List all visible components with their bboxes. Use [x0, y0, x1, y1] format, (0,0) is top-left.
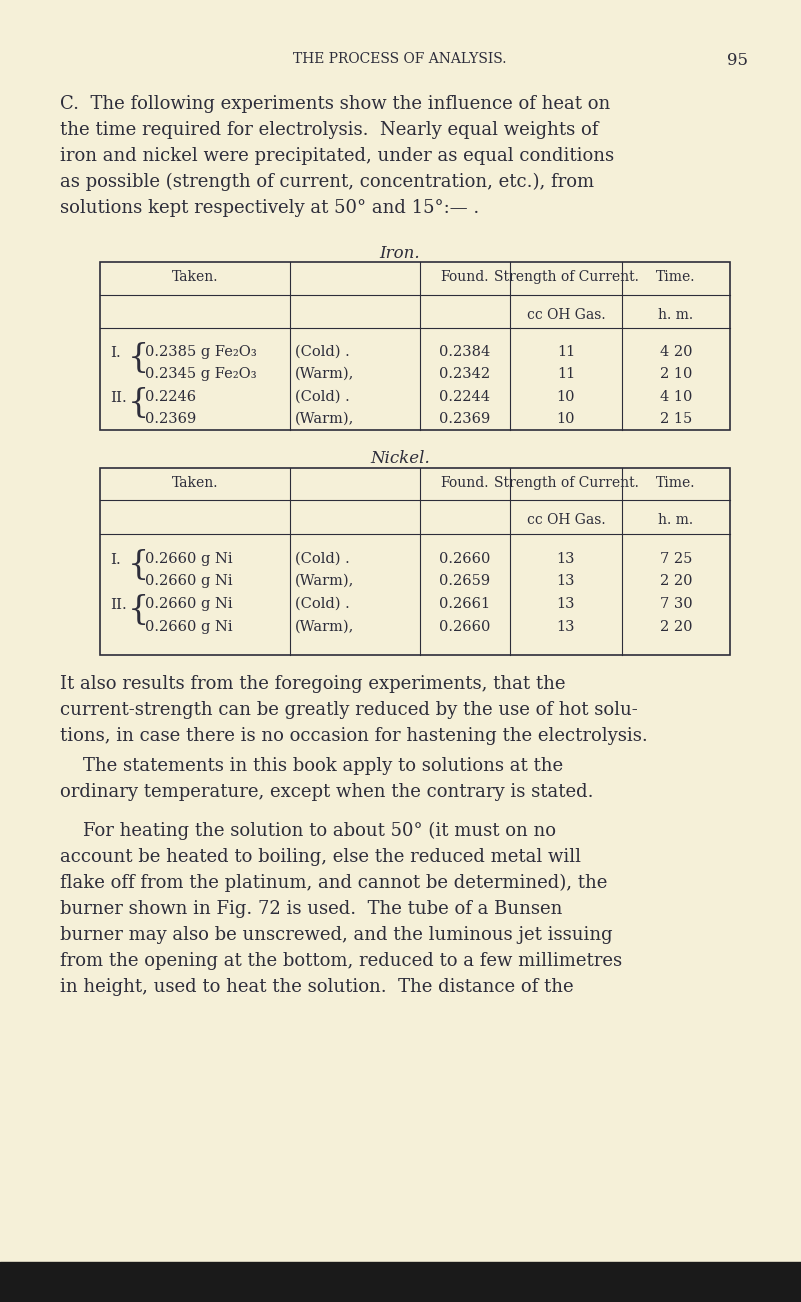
Text: 0.2659: 0.2659	[440, 574, 490, 589]
Text: 2 20: 2 20	[660, 620, 692, 634]
Text: from the opening at the bottom, reduced to a few millimetres: from the opening at the bottom, reduced …	[60, 952, 622, 970]
Text: h. m.: h. m.	[658, 513, 694, 527]
Text: 7 25: 7 25	[660, 552, 692, 566]
Text: C.  The following experiments show the influence of heat on: C. The following experiments show the in…	[60, 95, 610, 113]
Text: 2 15: 2 15	[660, 411, 692, 426]
Text: cc OH Gas.: cc OH Gas.	[527, 309, 606, 322]
Text: burner shown in Fig. 72 is used.  The tube of a Bunsen: burner shown in Fig. 72 is used. The tub…	[60, 900, 562, 918]
Text: (Warm),: (Warm),	[295, 574, 354, 589]
Text: flake off from the platinum, and cannot be determined), the: flake off from the platinum, and cannot …	[60, 874, 607, 892]
Text: in height, used to heat the solution.  The distance of the: in height, used to heat the solution. Th…	[60, 978, 574, 996]
Text: current-strength can be greatly reduced by the use of hot solu-: current-strength can be greatly reduced …	[60, 700, 638, 719]
Text: Found.: Found.	[441, 270, 489, 284]
Text: 0.2660 g Ni: 0.2660 g Ni	[145, 620, 232, 634]
Text: Strength of Current.: Strength of Current.	[493, 477, 638, 490]
Text: 13: 13	[557, 620, 575, 634]
Text: (Warm),: (Warm),	[295, 367, 354, 381]
Text: Found.: Found.	[441, 477, 489, 490]
Text: account be heated to boiling, else the reduced metal will: account be heated to boiling, else the r…	[60, 848, 581, 866]
Text: 7 30: 7 30	[660, 598, 692, 611]
Text: (Cold) .: (Cold) .	[295, 391, 350, 404]
Text: ordinary temperature, except when the contrary is stated.: ordinary temperature, except when the co…	[60, 783, 594, 801]
Text: Taken.: Taken.	[171, 477, 218, 490]
Text: the time required for electrolysis.  Nearly equal weights of: the time required for electrolysis. Near…	[60, 121, 598, 139]
Text: For heating the solution to about 50° (it must on no: For heating the solution to about 50° (i…	[60, 822, 556, 840]
Text: 0.2660 g Ni: 0.2660 g Ni	[145, 598, 232, 611]
Text: 13: 13	[557, 598, 575, 611]
Text: 0.2369: 0.2369	[440, 411, 491, 426]
Text: THE PROCESS OF ANALYSIS.: THE PROCESS OF ANALYSIS.	[293, 52, 507, 66]
Text: 0.2660 g Ni: 0.2660 g Ni	[145, 574, 232, 589]
Text: {: {	[128, 387, 149, 419]
Bar	[100, 467, 730, 655]
Text: 2 10: 2 10	[660, 367, 692, 381]
Text: 0.2660: 0.2660	[439, 552, 491, 566]
Text: iron and nickel were precipitated, under as equal conditions: iron and nickel were precipitated, under…	[60, 147, 614, 165]
Text: I.: I.	[110, 346, 121, 359]
Text: 0.2660: 0.2660	[439, 620, 491, 634]
Text: 0.2246: 0.2246	[145, 391, 196, 404]
Text: 0.2384: 0.2384	[440, 345, 491, 359]
Text: 95: 95	[727, 52, 748, 69]
Text: Iron.: Iron.	[380, 245, 421, 262]
Text: Time.: Time.	[656, 477, 696, 490]
Text: 0.2345 g Fe₂O₃: 0.2345 g Fe₂O₃	[145, 367, 256, 381]
Bar	[100, 262, 730, 430]
Text: 0.2369: 0.2369	[145, 411, 196, 426]
Text: {: {	[128, 549, 149, 581]
Text: Strength of Current.: Strength of Current.	[493, 270, 638, 284]
Text: (Warm),: (Warm),	[295, 411, 354, 426]
Text: I.: I.	[110, 553, 121, 566]
Text: Time.: Time.	[656, 270, 696, 284]
Text: 2 20: 2 20	[660, 574, 692, 589]
Text: 11: 11	[557, 345, 575, 359]
Text: Nickel.: Nickel.	[370, 450, 430, 467]
Text: 11: 11	[557, 367, 575, 381]
Text: 4 20: 4 20	[660, 345, 692, 359]
Text: 0.2385 g Fe₂O₃: 0.2385 g Fe₂O₃	[145, 345, 257, 359]
Text: h. m.: h. m.	[658, 309, 694, 322]
Text: 13: 13	[557, 574, 575, 589]
Text: 13: 13	[557, 552, 575, 566]
Text: It also results from the foregoing experiments, that the: It also results from the foregoing exper…	[60, 674, 566, 693]
Text: (Cold) .: (Cold) .	[295, 345, 350, 359]
Text: 4 10: 4 10	[660, 391, 692, 404]
Text: {: {	[128, 342, 149, 374]
Text: 0.2342: 0.2342	[440, 367, 490, 381]
Text: II.: II.	[110, 598, 127, 612]
Text: II.: II.	[110, 391, 127, 405]
Text: cc OH Gas.: cc OH Gas.	[527, 513, 606, 527]
Text: {: {	[128, 594, 149, 626]
Text: burner may also be unscrewed, and the luminous jet issuing: burner may also be unscrewed, and the lu…	[60, 926, 613, 944]
Text: 0.2660 g Ni: 0.2660 g Ni	[145, 552, 232, 566]
Text: 0.2661: 0.2661	[440, 598, 490, 611]
Text: (Cold) .: (Cold) .	[295, 598, 350, 611]
Text: (Cold) .: (Cold) .	[295, 552, 350, 566]
Text: as possible (strength of current, concentration, etc.), from: as possible (strength of current, concen…	[60, 173, 594, 191]
Text: (Warm),: (Warm),	[295, 620, 354, 634]
Text: 10: 10	[557, 391, 575, 404]
Text: Taken.: Taken.	[171, 270, 218, 284]
Text: The statements in this book apply to solutions at the: The statements in this book apply to sol…	[60, 756, 563, 775]
Text: tions, in case there is no occasion for hastening the electrolysis.: tions, in case there is no occasion for …	[60, 727, 648, 745]
Text: 0.2244: 0.2244	[440, 391, 490, 404]
Text: 10: 10	[557, 411, 575, 426]
Text: solutions kept respectively at 50° and 15°:— .: solutions kept respectively at 50° and 1…	[60, 199, 479, 217]
